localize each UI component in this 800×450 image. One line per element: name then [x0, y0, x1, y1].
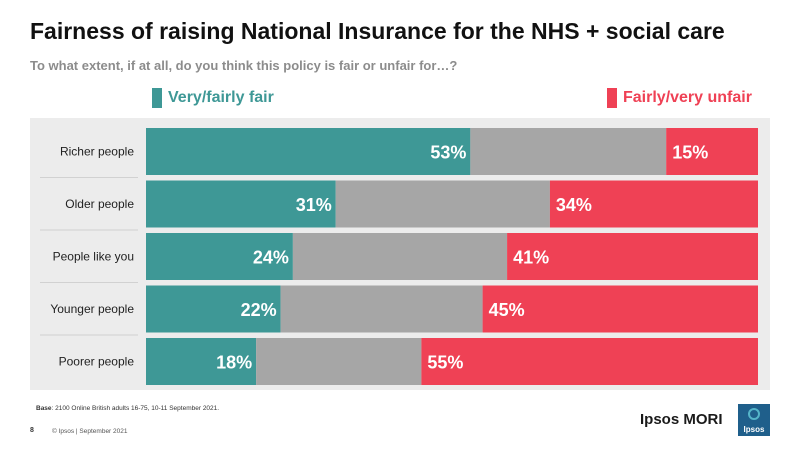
data-label-unfair: 15%: [672, 143, 708, 163]
data-label-unfair: 34%: [556, 195, 592, 215]
data-label-unfair: 45%: [489, 300, 525, 320]
bar-segment-unfair: [421, 338, 758, 385]
data-label-fair: 18%: [216, 353, 252, 373]
bar-segment-unfair: [482, 285, 758, 333]
category-label: Richer people: [60, 145, 134, 159]
bar-segment-fair: [146, 128, 471, 175]
category-label: Older people: [65, 197, 134, 211]
bar-segment-fair: [146, 338, 257, 385]
category-label: People like you: [53, 250, 134, 264]
category-label: Younger people: [50, 302, 134, 316]
bar-segment-neutral: [470, 128, 667, 175]
data-label-fair: 24%: [253, 248, 289, 268]
page-number: 8: [30, 427, 34, 434]
bar-segment-fair: [146, 285, 281, 333]
chart-panel: Richer people 53% 15% Older people 31% 34% Peo…: [30, 118, 770, 390]
legend-fair-swatch: [152, 88, 162, 108]
chart-subtitle: To what extent, if at all, do you think …: [30, 58, 458, 73]
data-label-fair: 31%: [296, 195, 332, 215]
logo-text: Ipsos: [743, 425, 765, 434]
brand-name: Ipsos MORI: [640, 411, 723, 428]
bar-segment-neutral: [292, 233, 508, 280]
legend-unfair: Fairly/very unfair: [607, 87, 752, 109]
bar-segment-unfair: [507, 233, 758, 280]
legend-fair: Very/fairly fair: [152, 87, 274, 109]
legend-fair-label: Very/fairly fair: [168, 89, 274, 106]
base-label: Base: [36, 405, 52, 412]
data-label-fair: 22%: [241, 300, 277, 320]
bar-segment-neutral: [256, 338, 422, 385]
logo-mark-icon: [748, 408, 760, 420]
bar-segment-fair: [146, 180, 336, 228]
legend-unfair-swatch: [607, 88, 617, 108]
data-label-fair: 53%: [430, 143, 466, 163]
stacked-bar-chart: Richer people 53% 15% Older people 31% 34% Peo…: [40, 128, 758, 385]
bar-segment-fair: [146, 233, 293, 280]
ipsos-logo: Ipsos: [738, 404, 770, 436]
base-note: Base: 2100 Online British adults 16-75, …: [36, 405, 219, 412]
data-label-unfair: 55%: [427, 353, 463, 373]
copyright: © Ipsos | September 2021: [52, 428, 128, 435]
category-label: Poorer people: [59, 355, 135, 369]
bar-segment-neutral: [335, 180, 550, 228]
bar-segment-neutral: [280, 285, 483, 333]
bar-segment-unfair: [666, 128, 758, 175]
base-text: : 2100 Online British adults 16-75, 10-1…: [51, 405, 220, 412]
data-label-unfair: 41%: [513, 248, 549, 268]
chart-title: Fairness of raising National Insurance f…: [30, 18, 725, 44]
legend-unfair-label: Fairly/very unfair: [623, 89, 752, 106]
bar-segment-unfair: [549, 180, 758, 228]
